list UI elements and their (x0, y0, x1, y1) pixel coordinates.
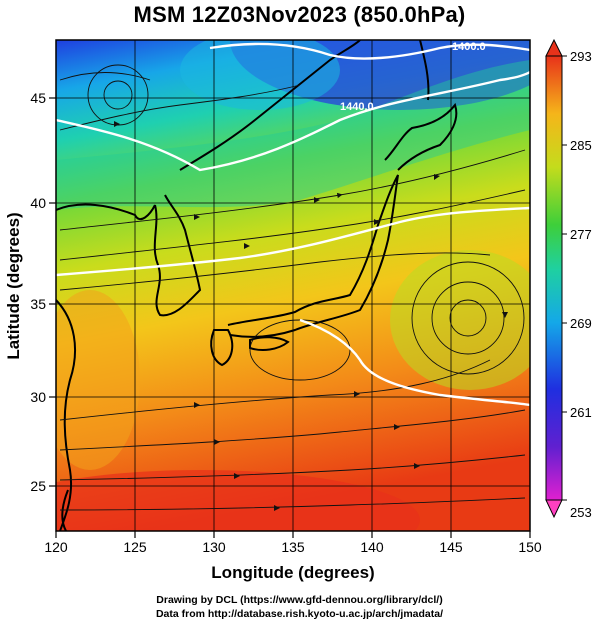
x-tick-label: 135 (281, 539, 305, 555)
x-tick-label: 120 (44, 539, 68, 555)
y-axis-label: Latitude (degrees) (4, 212, 23, 359)
y-tick-label: 45 (30, 90, 46, 106)
streamline-arrows (114, 121, 508, 511)
contour-label-1400: 1400.0 (452, 41, 486, 53)
colorbar-tick-label: 293 (570, 49, 592, 64)
y-tick-label: 40 (30, 195, 46, 211)
x-tick-label: 145 (439, 539, 463, 555)
colorbar-tick-label: 261 (570, 405, 592, 420)
colorbar-tick-label: 285 (570, 138, 592, 153)
y-tick-label: 35 (30, 296, 46, 312)
temperature-field (56, 40, 530, 531)
geopotential-contours (56, 42, 530, 407)
x-axis-label: Longitude (degrees) (211, 563, 374, 582)
contour-label-1440: 1440.0 (340, 101, 374, 113)
x-tick-label: 130 (202, 539, 226, 555)
colorbar: 293 285 277 269 261 253 (545, 38, 592, 520)
credit-line-2: Data from http://database.rish.kyoto-u.a… (155, 608, 444, 620)
colorbar-tick-label: 253 (570, 505, 592, 520)
colorbar-lower-arrow (545, 499, 563, 519)
x-tick-label: 125 (123, 539, 147, 555)
y-tick-label: 25 (30, 478, 46, 494)
wind-streamlines (59, 64, 526, 511)
x-tick-label: 140 (360, 539, 384, 555)
x-tick-label: 150 (518, 539, 542, 555)
map-title: MSM 12Z03Nov2023 (850.0hPa) (133, 2, 466, 27)
colorbar-tick-label: 269 (570, 316, 592, 331)
colorbar-upper-arrow (545, 38, 563, 57)
y-tick-label: 30 (30, 389, 46, 405)
axis-ticks (49, 97, 531, 538)
credit-line-1: Drawing by DCL (https://www.gfd-dennou.o… (156, 594, 443, 606)
colorbar-tick-label: 277 (570, 227, 592, 242)
